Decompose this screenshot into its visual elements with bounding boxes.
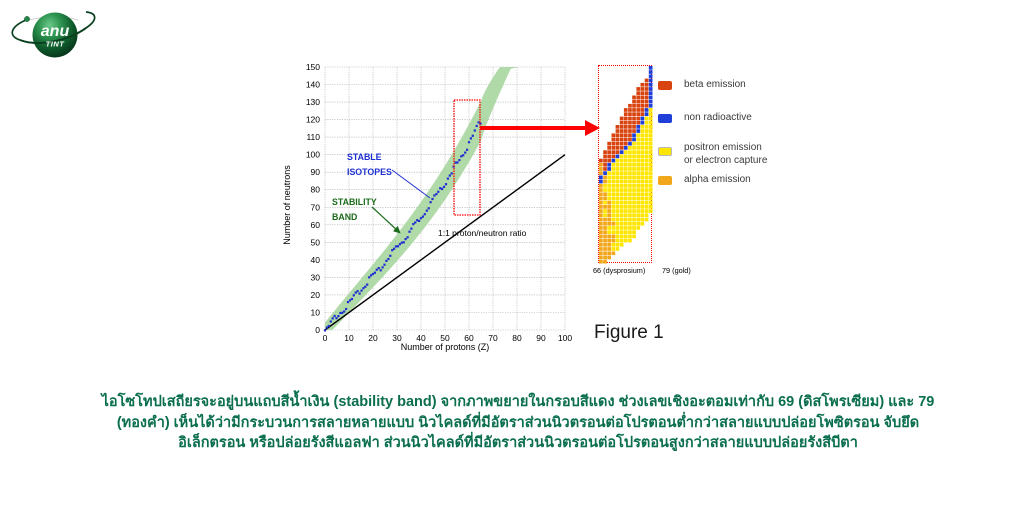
svg-text:60: 60 (311, 220, 321, 230)
svg-text:BAND: BAND (332, 212, 357, 222)
svg-text:120: 120 (306, 115, 320, 125)
svg-text:140: 140 (306, 80, 320, 90)
svg-text:90: 90 (311, 167, 321, 177)
svg-text:80: 80 (512, 333, 522, 343)
svg-text:STABLE: STABLE (347, 152, 382, 162)
svg-text:10: 10 (311, 308, 321, 318)
svg-text:STABILITY: STABILITY (332, 197, 377, 207)
svg-text:TINT: TINT (46, 40, 66, 49)
svg-text:80: 80 (311, 185, 321, 195)
svg-text:Number of protons (Z): Number of protons (Z) (401, 342, 490, 352)
svg-text:20: 20 (311, 290, 321, 300)
svg-text:0: 0 (315, 325, 320, 335)
svg-text:20: 20 (368, 333, 378, 343)
svg-text:Number of neutrons: Number of neutrons (282, 165, 292, 245)
svg-text:40: 40 (311, 255, 321, 265)
svg-text:150: 150 (306, 62, 320, 72)
svg-text:90: 90 (536, 333, 546, 343)
svg-text:70: 70 (311, 202, 321, 212)
svg-text:anu: anu (41, 23, 70, 40)
svg-text:100: 100 (558, 333, 572, 343)
svg-text:1:1 proton/neutron ratio: 1:1 proton/neutron ratio (438, 228, 527, 238)
svg-text:100: 100 (306, 150, 320, 160)
svg-text:0: 0 (323, 333, 328, 343)
svg-text:110: 110 (306, 132, 320, 142)
svg-text:30: 30 (311, 272, 321, 282)
svg-text:10: 10 (344, 333, 354, 343)
svg-text:ISOTOPES: ISOTOPES (347, 167, 392, 177)
svg-text:70: 70 (488, 333, 498, 343)
svg-text:50: 50 (311, 237, 321, 247)
svg-text:130: 130 (306, 97, 320, 107)
